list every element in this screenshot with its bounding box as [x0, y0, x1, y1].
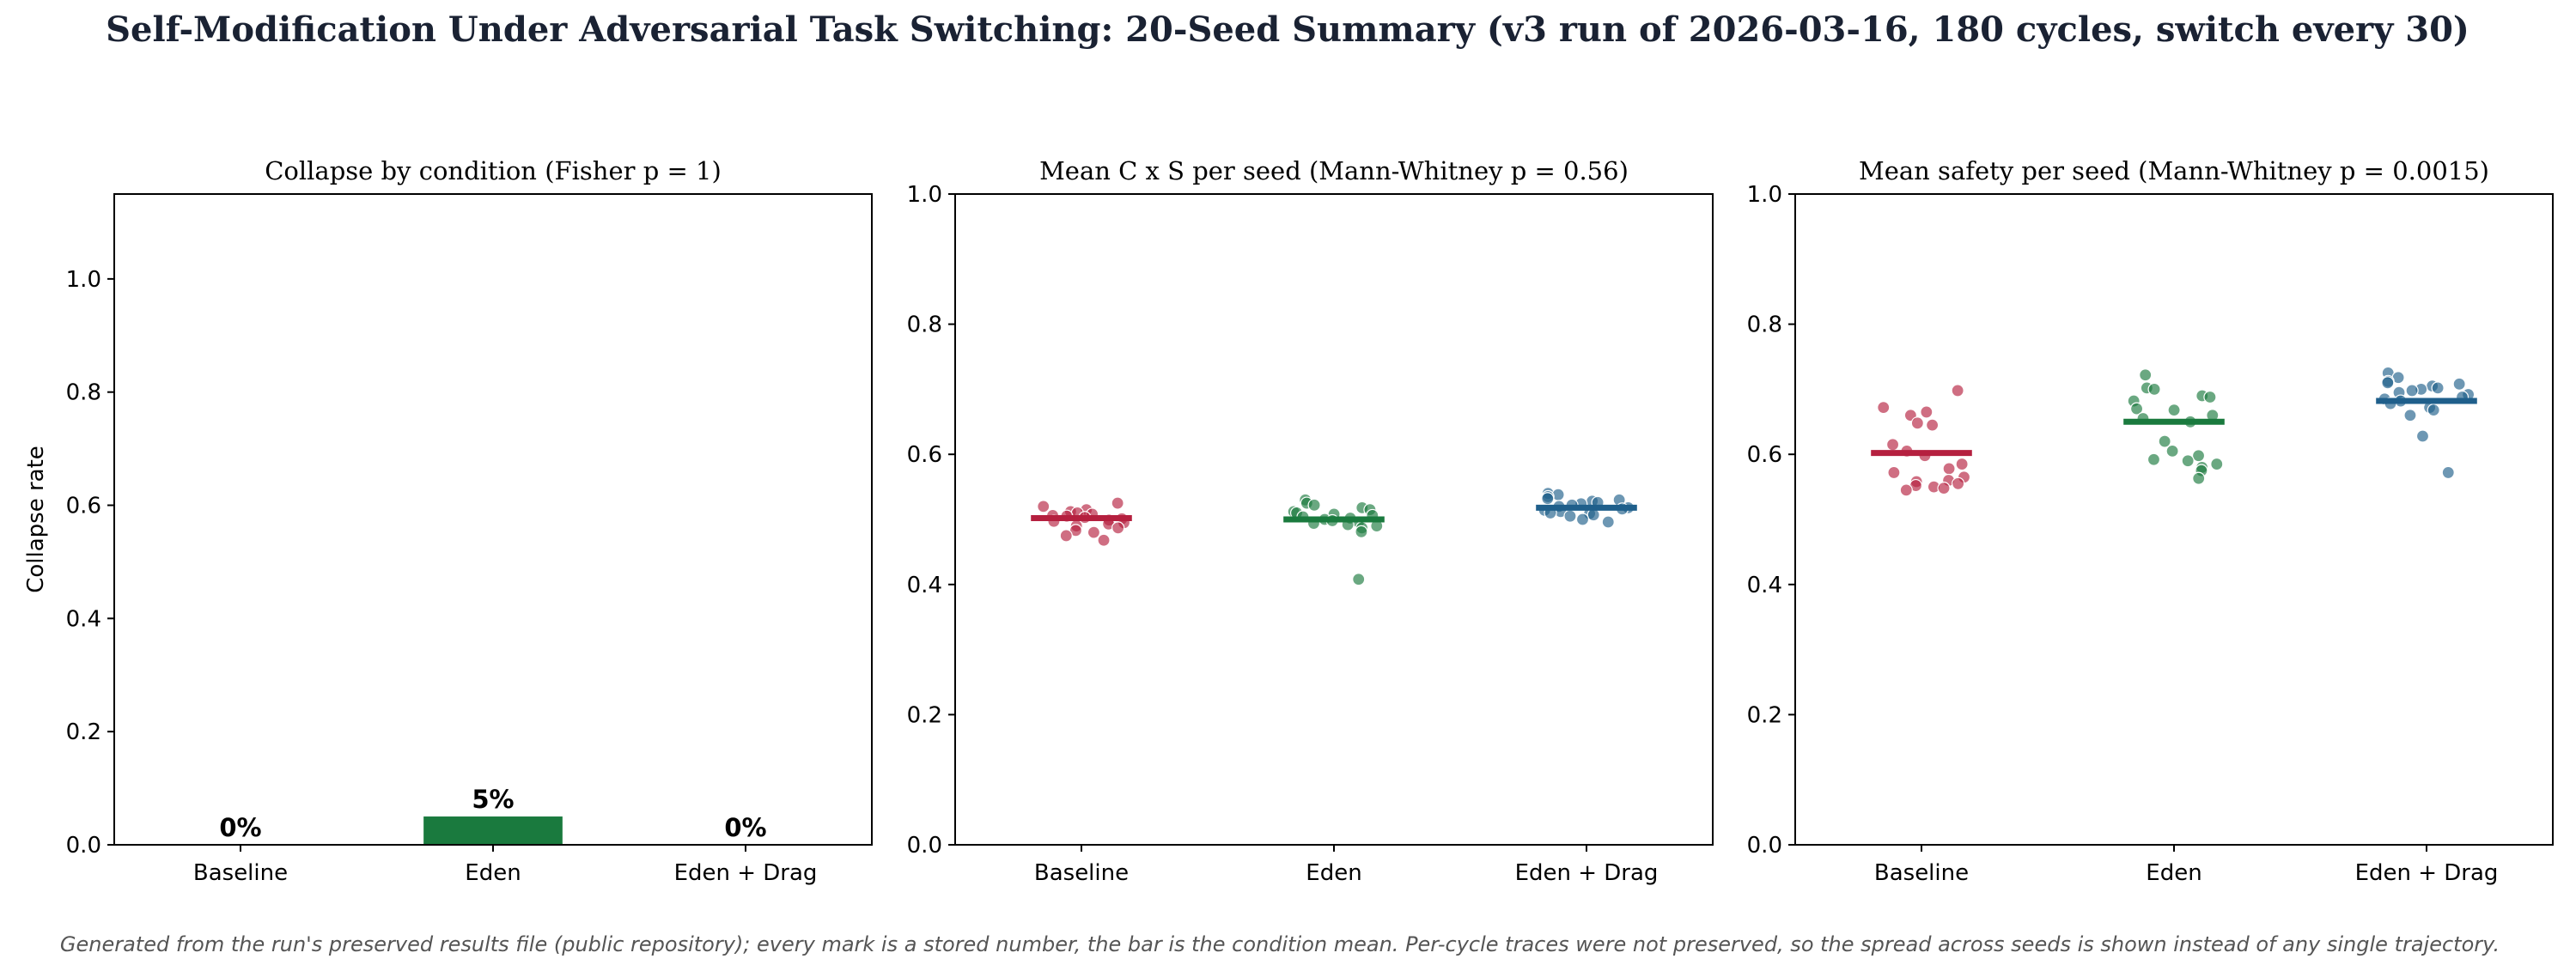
seed-point-eden-drag — [2403, 409, 2417, 422]
seed-point-eden-drag — [2441, 465, 2455, 480]
axes-frame — [113, 193, 873, 846]
seed-point-eden — [2147, 452, 2161, 466]
seed-point-eden-drag — [2415, 429, 2430, 443]
seed-point-baseline — [1955, 457, 1969, 471]
seed-point-eden-drag — [2381, 376, 2395, 390]
seed-point-baseline — [1885, 438, 1900, 452]
seed-point-baseline — [1887, 465, 1901, 480]
y-tick-label: 0.0 — [66, 833, 101, 859]
seed-point-baseline — [1926, 418, 1940, 432]
seed-point-baseline — [1111, 496, 1124, 510]
x-tick-label-baseline: Baseline — [1874, 860, 1969, 886]
x-tick-label-eden-drag: Eden + Drag — [674, 860, 818, 886]
y-tick-label: 0.8 — [1747, 313, 1782, 338]
seed-point-eden — [2167, 404, 2181, 417]
y-tick-label: 1.0 — [907, 182, 942, 208]
y-tick-label: 0.2 — [1747, 702, 1782, 728]
seed-point-eden — [2129, 402, 2144, 416]
seed-point-eden — [2165, 444, 2179, 458]
seed-point-eden-drag — [1575, 513, 1590, 526]
bar-value-label-eden-drag: 0% — [724, 813, 766, 842]
seed-point-eden-drag — [2405, 384, 2419, 398]
seed-point-eden — [2158, 434, 2171, 448]
seed-point-baseline — [1910, 416, 1924, 430]
seed-point-eden-drag — [2452, 377, 2466, 391]
x-tick-label-eden: Eden — [1306, 860, 1361, 886]
seed-point-eden-drag — [2431, 381, 2445, 395]
collapse-rate-panel: Collapse by condition (Fisher p = 1) 0.0 0… — [23, 156, 873, 886]
seed-point-eden — [2203, 390, 2217, 404]
y-tick-label: 0.0 — [1747, 833, 1782, 859]
bar-value-label-eden: 5% — [472, 785, 514, 814]
y-tick-label: 0.6 — [1747, 442, 1782, 468]
panel-title: Collapse by condition (Fisher p = 1) — [265, 156, 722, 185]
seed-point-baseline — [1037, 500, 1050, 513]
seed-point-eden — [2139, 368, 2153, 382]
x-tick-label-eden: Eden — [465, 860, 521, 886]
seed-point-baseline — [1059, 529, 1073, 543]
seed-point-eden-drag — [1601, 515, 1615, 529]
y-tick-label: 0.0 — [907, 833, 942, 859]
y-axis-label: Collapse rate — [23, 446, 49, 593]
axes-frame — [1794, 193, 2554, 846]
seed-point-eden-drag — [1541, 492, 1555, 506]
seed-point-eden — [2191, 449, 2206, 463]
bar-eden — [423, 816, 563, 845]
seed-point-baseline — [1952, 476, 1965, 490]
y-tick-label: 0.6 — [66, 494, 101, 519]
seed-point-eden — [2181, 454, 2195, 468]
figure-title: Self-Modification Under Adversarial Task… — [106, 9, 2469, 50]
seed-point-eden-drag — [2427, 404, 2440, 417]
panel-title: Mean safety per seed (Mann-Whitney p = 0… — [1859, 156, 2489, 185]
mean-safety-panel: Mean safety per seed (Mann-Whitney p = 0… — [1747, 156, 2554, 886]
y-tick-label: 0.4 — [907, 573, 942, 598]
seed-point-baseline — [1899, 483, 1913, 497]
y-tick-label: 1.0 — [1747, 182, 1782, 208]
seed-point-baseline — [1951, 384, 1964, 398]
seed-point-eden — [1355, 525, 1368, 539]
seed-point-baseline — [1111, 521, 1125, 535]
seed-point-baseline — [1877, 401, 1891, 415]
seed-point-eden — [2210, 457, 2224, 471]
y-tick-label: 0.4 — [1747, 573, 1782, 598]
seed-point-eden — [2192, 471, 2206, 485]
x-tick-label-eden-drag: Eden + Drag — [2355, 860, 2499, 886]
seed-point-eden — [2147, 382, 2161, 396]
seed-point-baseline — [1087, 525, 1101, 539]
mean-cxs-panel: Mean C x S per seed (Mann-Whitney p = 0.… — [907, 156, 1714, 886]
seed-point-baseline — [1920, 405, 1934, 419]
axes-frame — [954, 193, 1714, 846]
y-tick-label: 0.2 — [66, 719, 101, 745]
y-tick-label: 0.2 — [907, 702, 942, 728]
seed-point-baseline — [1097, 533, 1111, 547]
x-tick-label-baseline: Baseline — [1034, 860, 1129, 886]
y-tick-label: 0.6 — [907, 442, 942, 468]
panel-title: Mean C x S per seed (Mann-Whitney p = 0.… — [1039, 156, 1629, 185]
x-tick-label-eden: Eden — [2146, 860, 2201, 886]
x-tick-label-eden-drag: Eden + Drag — [1515, 860, 1659, 886]
seed-point-eden — [1352, 573, 1366, 586]
seed-point-baseline — [1942, 462, 1956, 476]
seed-point-eden-drag — [1563, 509, 1577, 523]
y-tick-label: 0.8 — [66, 380, 101, 406]
y-tick-label: 1.0 — [66, 267, 101, 293]
y-tick-label: 0.4 — [66, 606, 101, 632]
x-tick-label-baseline: Baseline — [193, 860, 288, 886]
bar-value-label-baseline: 0% — [219, 813, 261, 842]
footnote: Generated from the run's preserved resul… — [60, 932, 2500, 956]
y-tick-label: 0.8 — [907, 313, 942, 338]
seed-point-eden — [1307, 498, 1321, 512]
seed-point-baseline — [1937, 482, 1951, 495]
